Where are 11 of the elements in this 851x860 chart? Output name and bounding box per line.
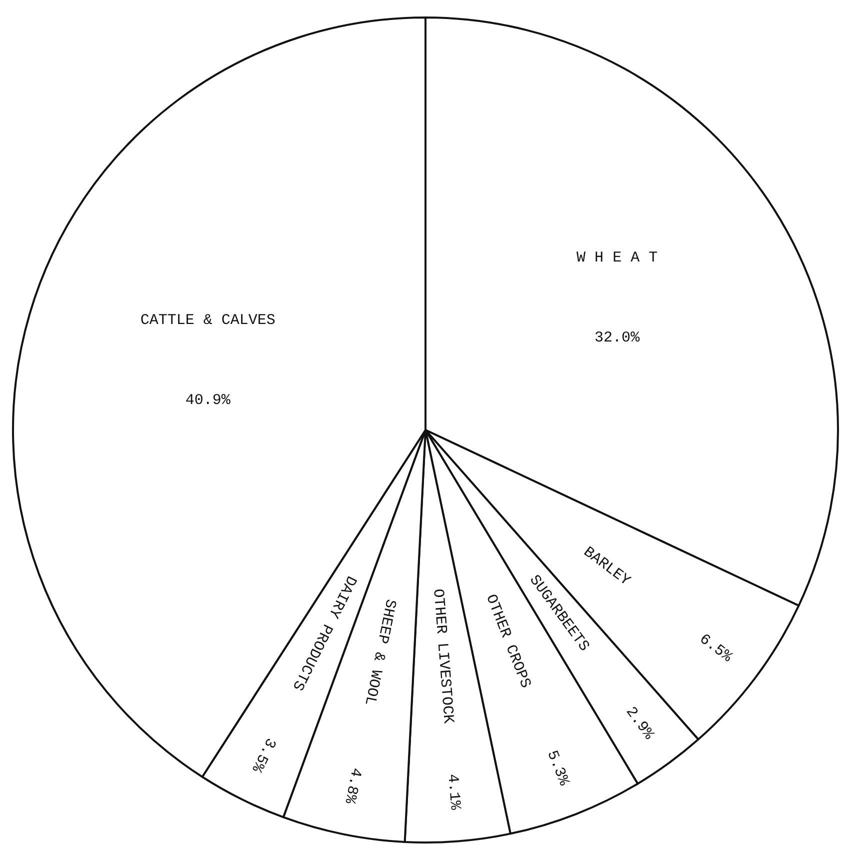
data-label: 5.3% bbox=[543, 748, 572, 789]
slice-label: W H E A T bbox=[576, 249, 658, 266]
slice-label: SHEEP & WOOL bbox=[360, 598, 399, 707]
data-label: 4.1% bbox=[444, 773, 464, 812]
slice-label: OTHER LIVESTOCK bbox=[429, 588, 457, 724]
data-label: 3.5% bbox=[248, 734, 279, 775]
data-label: 32.0% bbox=[594, 329, 641, 346]
data-label: 4.8% bbox=[340, 766, 364, 806]
slice-label: CATTLE & CALVES bbox=[140, 312, 276, 330]
slice-label: OTHER CROPS bbox=[482, 592, 534, 691]
data-label: 40.9% bbox=[185, 392, 232, 410]
